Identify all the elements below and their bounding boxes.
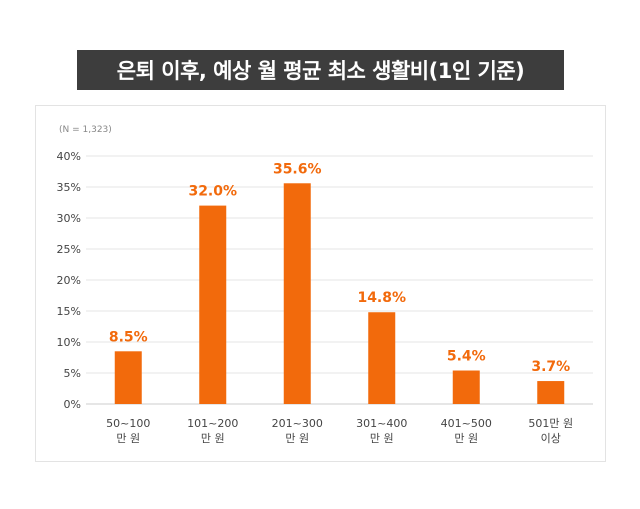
y-tick-label: 35%: [57, 181, 81, 194]
data-label: 35.6%: [273, 161, 322, 177]
y-tick-label: 5%: [64, 367, 81, 380]
data-label: 5.4%: [447, 349, 486, 365]
bar: [537, 381, 565, 404]
x-tick-label: 301~400: [356, 417, 407, 430]
data-label: 8.5%: [109, 329, 148, 345]
y-tick-label: 25%: [57, 243, 81, 256]
chart-title: 은퇴 이후, 예상 월 평균 최소 생활비(1인 기준): [77, 50, 564, 90]
bar: [199, 205, 227, 404]
bar: [283, 183, 311, 404]
data-label: 32.0%: [188, 184, 237, 200]
x-tick-label: 만 원: [201, 432, 225, 445]
x-tick-label: 101~200: [187, 417, 238, 430]
y-tick-label: 15%: [57, 305, 81, 318]
y-tick-label: 30%: [57, 212, 81, 225]
chart-panel: (N = 1,323) 0% 5% 10% 15% 20% 25% 30% 35% 40% 8.5%…: [35, 105, 606, 462]
data-label: 14.8%: [357, 290, 406, 306]
x-tick-label: 만 원: [370, 432, 394, 445]
y-tick-label: 0%: [64, 398, 81, 411]
y-tick-label: 10%: [57, 336, 81, 349]
bar: [452, 370, 480, 404]
x-tick-label: 이상: [541, 432, 561, 445]
x-tick-label: 501만 원: [528, 417, 573, 430]
y-tick-label: 40%: [57, 150, 81, 163]
bar: [368, 312, 396, 404]
y-tick-label: 20%: [57, 274, 81, 287]
bar: [114, 351, 142, 404]
x-tick-label: 만 원: [116, 432, 140, 445]
x-tick-label: 50~100: [106, 417, 150, 430]
x-tick-label: 401~500: [441, 417, 492, 430]
sample-size-note: (N = 1,323): [59, 125, 112, 135]
data-label: 3.7%: [531, 359, 570, 375]
x-tick-label: 만 원: [454, 432, 478, 445]
bar-chart: (N = 1,323) 0% 5% 10% 15% 20% 25% 30% 35% 40% 8.5%…: [57, 125, 593, 445]
x-tick-label: 201~300: [272, 417, 323, 430]
x-tick-label: 만 원: [285, 432, 309, 445]
